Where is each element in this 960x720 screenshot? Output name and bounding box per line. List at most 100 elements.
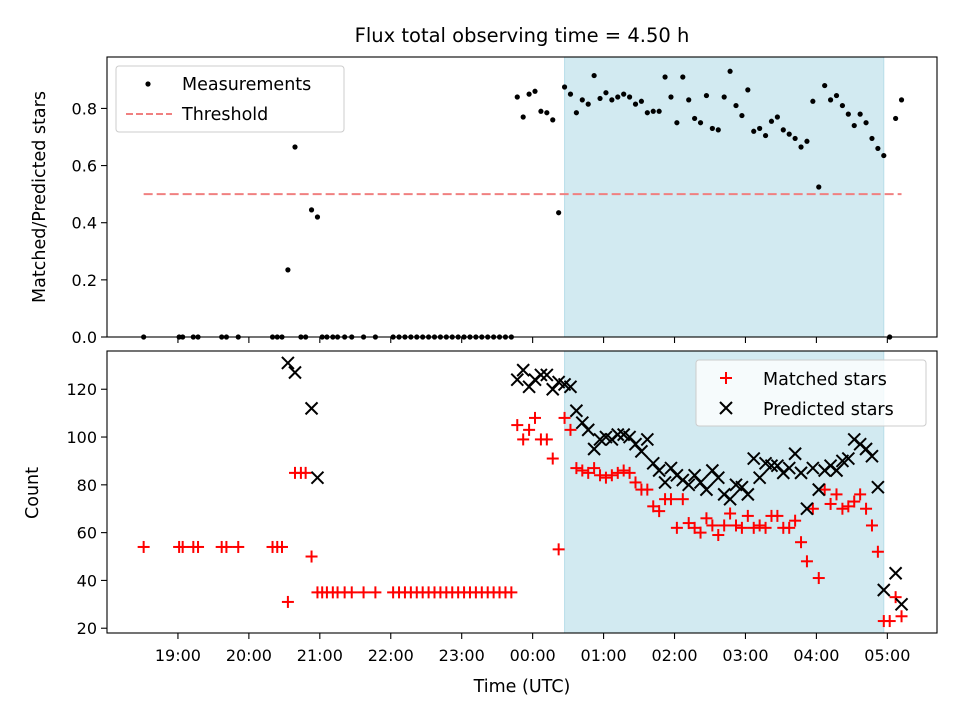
data-point — [674, 120, 680, 126]
data-point — [581, 423, 595, 437]
data-point — [871, 480, 885, 494]
count-panel-frame — [106, 350, 938, 634]
data-point — [794, 466, 808, 480]
data-point — [544, 110, 550, 116]
data-point — [786, 131, 792, 137]
data-point — [848, 495, 861, 508]
data-point — [658, 475, 672, 490]
data-point — [703, 92, 710, 99]
data-point — [827, 97, 834, 103]
y-tick-label: 120 — [66, 380, 97, 399]
ratio-y-ticks: 0.0 0.2 0.4 0.6 0.8 — [72, 99, 107, 347]
x-tick-label: 22:00 — [368, 646, 414, 665]
data-point — [888, 566, 903, 580]
x-tick-label: 02:00 — [651, 646, 697, 665]
data-point — [292, 144, 298, 150]
data-point — [782, 461, 796, 475]
data-point — [563, 380, 578, 394]
legend-measurements-marker — [145, 81, 151, 87]
data-point — [745, 87, 751, 93]
data-point — [176, 540, 189, 553]
data-point — [723, 492, 737, 506]
data-point — [281, 356, 295, 370]
data-point — [510, 372, 524, 387]
data-point — [587, 442, 601, 456]
data-point — [644, 110, 650, 116]
ratio-legend-box — [115, 65, 345, 133]
data-point — [275, 540, 288, 553]
data-point — [310, 470, 325, 485]
data-point — [800, 502, 814, 516]
data-point — [735, 521, 748, 534]
data-point — [546, 452, 559, 465]
observing-window-shade — [564, 56, 885, 338]
x-axis-label: Time (UTC) — [473, 677, 571, 697]
data-point — [653, 505, 666, 518]
x-tick-label: 21:00 — [297, 646, 343, 665]
data-point — [893, 115, 899, 122]
data-point — [822, 82, 828, 89]
data-point — [611, 427, 625, 442]
x-tick-label: 04:00 — [793, 646, 839, 665]
count-marks — [137, 356, 909, 628]
data-point — [898, 97, 905, 103]
data-point — [711, 470, 725, 485]
data-point — [812, 482, 826, 497]
data-point — [626, 94, 633, 100]
data-point — [871, 545, 884, 558]
data-point — [697, 120, 704, 126]
data-point — [561, 84, 568, 90]
ratio-panel-frame — [106, 56, 938, 338]
x-tick-label: 23:00 — [439, 646, 485, 665]
series-predicted-stars — [281, 356, 909, 612]
data-point — [540, 368, 554, 382]
data-point — [615, 94, 621, 100]
data-point — [299, 466, 312, 479]
data-point — [718, 519, 731, 532]
legend-threshold-label: Threshold — [181, 105, 268, 125]
data-point — [576, 464, 589, 477]
y-tick-label: 60 — [77, 524, 97, 543]
data-point — [747, 451, 761, 466]
data-point — [869, 135, 875, 142]
data-point — [839, 102, 846, 109]
data-point — [638, 98, 645, 104]
data-point — [706, 519, 719, 532]
data-point — [739, 112, 745, 119]
data-point — [833, 92, 840, 99]
data-point — [540, 433, 553, 446]
data-point — [798, 144, 804, 150]
y-tick-label: 0.8 — [72, 99, 97, 118]
legend-matched-label: Matched stars — [763, 370, 887, 390]
ratio-marks — [141, 68, 905, 340]
data-point — [836, 502, 849, 515]
y-tick-label: 0.6 — [72, 157, 97, 176]
data-point — [670, 521, 683, 534]
data-point — [810, 98, 816, 104]
data-point — [883, 615, 896, 628]
count-panel: 20 40 60 80 100 120 19:00 20:00 21:00 22:00 23:00… — [23, 350, 938, 697]
data-point — [733, 102, 739, 109]
y-tick-label: 40 — [77, 571, 97, 590]
data-point — [875, 145, 881, 152]
data-point — [764, 459, 779, 473]
data-point — [603, 90, 609, 96]
data-point — [632, 101, 639, 107]
data-point — [694, 526, 707, 539]
data-point — [599, 471, 612, 484]
data-point — [668, 94, 674, 100]
data-point — [579, 97, 585, 103]
data-point — [841, 451, 856, 466]
data-point — [895, 610, 908, 623]
count-y-axis-label: Count — [23, 467, 43, 519]
x-tick-label: 01:00 — [581, 646, 627, 665]
data-point — [700, 512, 713, 525]
chart-title: Flux total observing time = 4.50 h — [355, 24, 690, 47]
data-point — [857, 111, 863, 117]
data-point — [753, 519, 766, 532]
data-point — [369, 586, 382, 599]
data-point — [812, 572, 825, 585]
data-point — [288, 365, 302, 380]
data-point — [730, 519, 743, 532]
